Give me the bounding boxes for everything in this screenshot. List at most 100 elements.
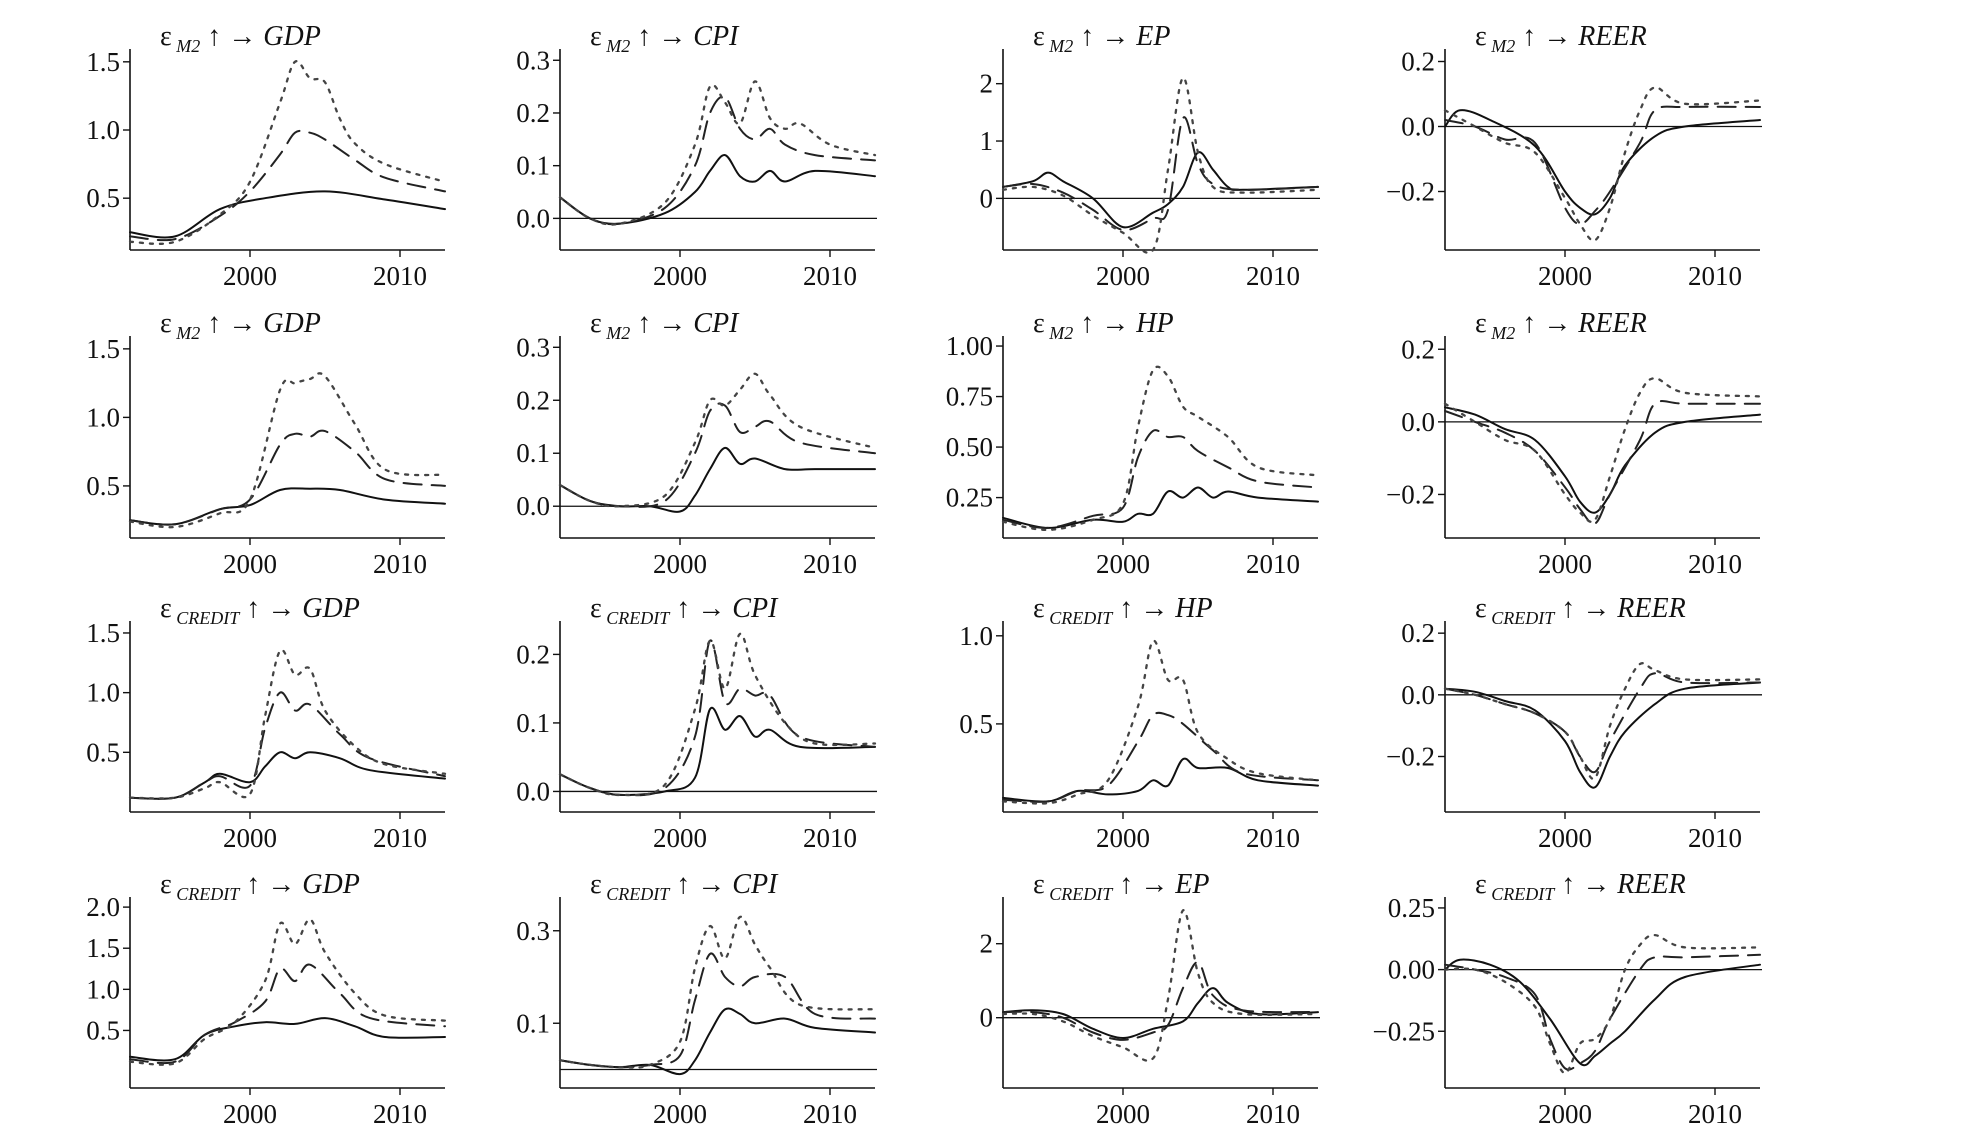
x-tick-label: 2000 bbox=[223, 549, 277, 579]
panel-title: ε M2 ↑ → CPI bbox=[590, 21, 740, 56]
irf-panel: −0.2 0.0 0.2 2000 2010 ε M2 ↑ → REER bbox=[1386, 21, 1762, 291]
series-line-solid bbox=[1444, 681, 1761, 789]
y-tick-label: 0 bbox=[980, 1003, 994, 1033]
series-line-dashed bbox=[1444, 953, 1761, 1071]
panel-title: ε M2 ↑ → REER bbox=[1475, 21, 1647, 56]
series-line-solid bbox=[1002, 757, 1319, 803]
x-tick-label: 2010 bbox=[373, 549, 427, 579]
y-tick-label: 0.2 bbox=[1401, 47, 1435, 77]
panel-title: ε M2 ↑ → REER bbox=[1475, 308, 1647, 343]
y-tick-label: 1.5 bbox=[86, 47, 120, 77]
series-line-dashed bbox=[1002, 116, 1319, 231]
y-tick-label: 1.5 bbox=[86, 933, 120, 963]
irf-panel: 0.5 1.0 2000 2010 ε CREDIT ↑ → HP bbox=[959, 593, 1320, 853]
y-tick-label: 0.50 bbox=[946, 432, 993, 462]
panel-title: ε M2 ↑ → GDP bbox=[160, 308, 321, 343]
x-tick-label: 2000 bbox=[1538, 261, 1592, 291]
irf-panel: 0.0 0.1 0.2 0.3 2000 2010 ε M2 ↑ → CPI bbox=[516, 308, 877, 579]
irf-panel: 0 1 2 2000 2010 ε M2 ↑ → EP bbox=[980, 21, 1320, 291]
y-tick-label: 0 bbox=[980, 183, 994, 213]
panel-title: ε CREDIT ↑ → CPI bbox=[590, 593, 779, 628]
irf-panel: 0.1 0.3 2000 2010 ε CREDIT ↑ → CPI bbox=[516, 869, 877, 1129]
y-tick-label: 0.5 bbox=[86, 737, 120, 767]
y-tick-label: 1.0 bbox=[86, 974, 120, 1004]
y-tick-label: 0.1 bbox=[516, 151, 550, 181]
series-line-dashed bbox=[129, 963, 446, 1065]
x-tick-label: 2010 bbox=[373, 261, 427, 291]
y-tick-label: 1.0 bbox=[86, 678, 120, 708]
y-tick-label: 0.2 bbox=[516, 98, 550, 128]
y-tick-label: 0.1 bbox=[516, 1008, 550, 1038]
series-line-dashed bbox=[129, 691, 446, 800]
panel-title: ε CREDIT ↑ → REER bbox=[1475, 593, 1686, 628]
y-tick-label: 0.2 bbox=[516, 385, 550, 415]
x-tick-label: 2000 bbox=[1538, 823, 1592, 853]
y-tick-label: 1.5 bbox=[86, 618, 120, 648]
series-line-solid bbox=[129, 1017, 446, 1062]
series-line-dashed bbox=[559, 95, 876, 226]
y-tick-label: 1 bbox=[980, 126, 994, 156]
series-line-dotted bbox=[1443, 662, 1762, 781]
series-line-dotted bbox=[1001, 639, 1320, 805]
series-line-solid bbox=[1002, 151, 1319, 229]
series-line-dotted bbox=[558, 915, 877, 1069]
irf-panel: 0 2 2000 2010 ε CREDIT ↑ → EP bbox=[980, 869, 1320, 1129]
irf-panel: 0.25 0.50 0.75 1.00 2000 2010 ε M2 ↑ → HP bbox=[946, 308, 1320, 579]
series-line-solid bbox=[559, 154, 876, 225]
series-line-dashed bbox=[1444, 105, 1761, 225]
y-tick-label: 1.0 bbox=[86, 115, 120, 145]
y-tick-label: 0.0 bbox=[516, 203, 550, 233]
y-tick-label: 0.3 bbox=[516, 916, 550, 946]
series-line-dotted bbox=[128, 918, 447, 1066]
y-tick-label: 1.0 bbox=[86, 402, 120, 432]
y-tick-label: 2.0 bbox=[86, 892, 120, 922]
series-line-dashed bbox=[1444, 672, 1761, 774]
panel-title: ε CREDIT ↑ → REER bbox=[1475, 869, 1686, 904]
x-tick-label: 2000 bbox=[653, 261, 707, 291]
y-tick-label: 0.25 bbox=[1388, 893, 1435, 923]
series-line-dotted bbox=[558, 372, 877, 508]
y-tick-label: 0.1 bbox=[516, 438, 550, 468]
x-tick-label: 2010 bbox=[1688, 823, 1742, 853]
y-tick-label: 0.1 bbox=[516, 708, 550, 738]
y-tick-label: 1.00 bbox=[946, 331, 993, 361]
panel-title: ε M2 ↑ → HP bbox=[1033, 308, 1174, 343]
series-line-solid bbox=[129, 190, 446, 239]
y-tick-label: 0.0 bbox=[516, 776, 550, 806]
x-tick-label: 2000 bbox=[653, 1099, 707, 1129]
series-line-dotted bbox=[1001, 909, 1320, 1062]
series-line-dashed bbox=[1002, 429, 1319, 529]
y-tick-label: 0.3 bbox=[516, 45, 550, 75]
series-line-solid bbox=[129, 487, 446, 526]
x-tick-label: 2010 bbox=[373, 823, 427, 853]
x-tick-label: 2000 bbox=[1538, 1099, 1592, 1129]
y-tick-label: 0.75 bbox=[946, 382, 993, 412]
panel-title: ε M2 ↑ → GDP bbox=[160, 21, 321, 56]
panel-title: ε CREDIT ↑ → HP bbox=[1033, 593, 1213, 628]
y-tick-label: 0.2 bbox=[1401, 618, 1435, 648]
y-tick-label: 0.5 bbox=[959, 709, 993, 739]
y-tick-label: 1.5 bbox=[86, 334, 120, 364]
x-tick-label: 2010 bbox=[373, 1099, 427, 1129]
irf-panel: 0.5 1.0 1.5 2000 2010 ε M2 ↑ → GDP bbox=[86, 21, 447, 291]
y-tick-label: 1.0 bbox=[959, 621, 993, 651]
series-line-dotted bbox=[558, 632, 877, 797]
series-line-solid bbox=[1444, 958, 1761, 1067]
x-tick-label: 2000 bbox=[1096, 261, 1150, 291]
y-tick-label: 0.2 bbox=[1401, 334, 1435, 364]
x-tick-label: 2000 bbox=[653, 549, 707, 579]
x-tick-label: 2000 bbox=[1096, 823, 1150, 853]
series-line-dotted bbox=[1443, 377, 1762, 524]
series-line-dotted bbox=[558, 80, 877, 226]
y-tick-label: 0.5 bbox=[86, 1015, 120, 1045]
irf-panel: −0.2 0.0 0.2 2000 2010 ε M2 ↑ → REER bbox=[1386, 308, 1762, 579]
irf-panel: −0.2 0.0 0.2 2000 2010 ε CREDIT ↑ → REER bbox=[1386, 593, 1762, 853]
x-tick-label: 2010 bbox=[1688, 549, 1742, 579]
y-tick-label: −0.2 bbox=[1386, 177, 1435, 207]
x-tick-label: 2010 bbox=[803, 261, 857, 291]
series-line-solid bbox=[559, 1007, 876, 1076]
y-tick-label: 2 bbox=[980, 69, 994, 99]
y-tick-label: 0.0 bbox=[1401, 112, 1435, 142]
series-line-dashed bbox=[559, 952, 876, 1069]
